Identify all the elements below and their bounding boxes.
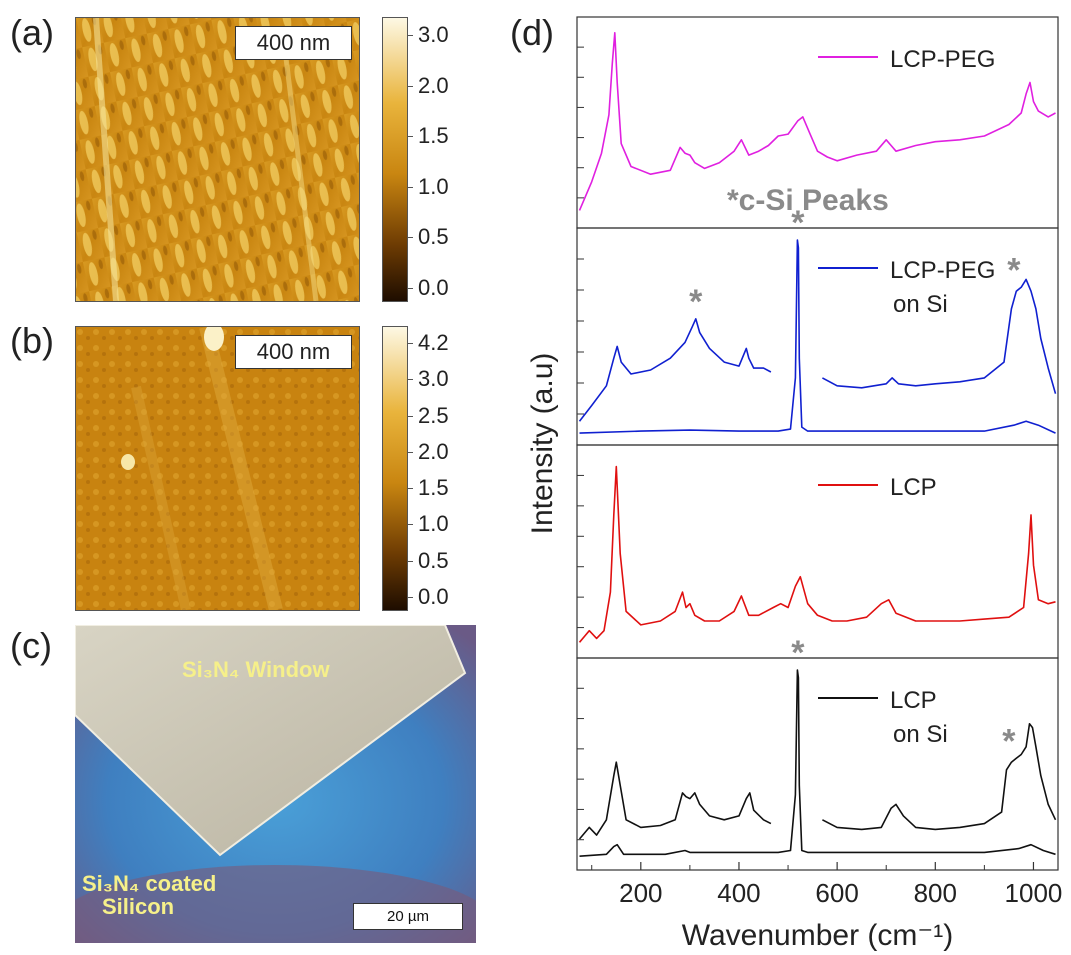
afm-image-b bbox=[75, 326, 360, 611]
micrograph-image bbox=[75, 625, 476, 943]
y-axis-label: Intensity (a.u) bbox=[526, 353, 559, 535]
afm-texture-b bbox=[76, 327, 359, 610]
peak-marker: * bbox=[791, 634, 805, 672]
legend-label: LCP-PEG bbox=[890, 46, 995, 73]
colorbar-b-tick-mark bbox=[407, 451, 413, 453]
spectrum-line bbox=[822, 722, 1057, 831]
spectrum-line bbox=[578, 761, 772, 840]
scalebar-b: 400 nm bbox=[235, 335, 352, 369]
colorbar-a bbox=[382, 17, 408, 302]
colorbar-b-tick-mark bbox=[407, 524, 413, 526]
panel-a-label: (a) bbox=[10, 12, 54, 53]
colorbar-b-tick-mark bbox=[407, 343, 413, 344]
coated-label-line1: Si₃N₄ coated bbox=[82, 871, 217, 896]
colorbar-a-tick-mark bbox=[407, 85, 413, 87]
colorbar-b-tick-label: 2.5 bbox=[418, 402, 449, 428]
window-label-text: Si₃N₄ Window bbox=[182, 657, 330, 682]
colorbar-b-tick-label: 0.0 bbox=[418, 584, 449, 609]
x-tick-label: 800 bbox=[914, 878, 957, 908]
colorbar-b-tick-label: 1.0 bbox=[418, 511, 449, 537]
colorbar-b-tick-label: 4.2 bbox=[418, 330, 449, 355]
coated-label: Si₃N₄ coated Silicon bbox=[82, 872, 216, 918]
micrograph-c bbox=[75, 625, 476, 943]
c-si-peaks-annotation: *c-Si Peaks bbox=[727, 184, 889, 217]
spectrum-line bbox=[578, 465, 1056, 643]
colorbar-b-tick-label: 0.5 bbox=[418, 547, 449, 573]
spectrum-line bbox=[579, 239, 1056, 434]
x-tick-label: 1000 bbox=[1005, 878, 1063, 908]
legend-label: LCP bbox=[890, 474, 937, 501]
afm-texture-a bbox=[76, 18, 359, 301]
colorbar-a-tick-label: 1.0 bbox=[418, 173, 449, 199]
colorbar-a-tick-label: 2.0 bbox=[418, 72, 449, 98]
peak-marker: * bbox=[1007, 251, 1021, 289]
colorbar-b-tick-label: 2.0 bbox=[418, 438, 449, 464]
peak-marker: * bbox=[791, 204, 805, 242]
subplot-frame bbox=[576, 444, 1059, 659]
peak-marker: * bbox=[689, 283, 703, 321]
colorbar-a-tick-mark bbox=[407, 237, 413, 239]
legend-label: on Si bbox=[893, 721, 948, 748]
spectrum-line bbox=[579, 669, 1056, 857]
colorbar-a-tick-mark bbox=[407, 35, 413, 36]
colorbar-a-tick-mark bbox=[407, 288, 413, 289]
colorbar-a-tick-mark bbox=[407, 136, 413, 138]
panel-d-label: (d) bbox=[510, 12, 554, 53]
x-tick-label: 200 bbox=[619, 878, 662, 908]
colorbar-b-tick-mark bbox=[407, 415, 413, 417]
afm-image-a bbox=[75, 17, 360, 302]
peak-marker: * bbox=[1002, 722, 1016, 760]
panel-b-label: (b) bbox=[10, 320, 54, 361]
scalebar-c: 20 µm bbox=[353, 903, 463, 930]
spectrum-line bbox=[822, 278, 1057, 394]
colorbar-a-tick-label: 0.0 bbox=[418, 275, 449, 300]
colorbar-b-tick-mark bbox=[407, 597, 413, 598]
x-axis-label: Wavenumber (cm⁻¹) bbox=[682, 919, 953, 952]
colorbar-a-tick-label: 3.0 bbox=[418, 22, 449, 47]
legend-label: on Si bbox=[893, 291, 948, 318]
legend-label: LCP-PEG bbox=[890, 257, 995, 284]
x-tick-label: 600 bbox=[815, 878, 858, 908]
colorbar-b-tick-label: 1.5 bbox=[418, 475, 449, 501]
coated-label-line2: Silicon bbox=[102, 894, 175, 920]
spectrum-line bbox=[578, 31, 1056, 211]
scalebar-a: 400 nm bbox=[235, 26, 352, 60]
window-label: Si₃N₄ Window bbox=[182, 658, 330, 681]
colorbar-b-tick-mark bbox=[407, 379, 413, 381]
panel-c-label: (c) bbox=[10, 625, 52, 666]
colorbar-a-tick-label: 1.5 bbox=[418, 123, 449, 149]
colorbar-a-tick-mark bbox=[407, 186, 413, 188]
colorbar-a-tick-label: 0.5 bbox=[418, 224, 449, 250]
spectrum-line bbox=[578, 317, 772, 422]
colorbar-b bbox=[382, 326, 408, 611]
colorbar-b-tick-mark bbox=[407, 488, 413, 490]
colorbar-b-tick-mark bbox=[407, 560, 413, 562]
colorbar-b-tick-label: 3.0 bbox=[418, 366, 449, 392]
legend-label: LCP bbox=[890, 687, 937, 714]
x-tick-label: 400 bbox=[717, 878, 760, 908]
subplot-frame bbox=[576, 657, 1059, 871]
